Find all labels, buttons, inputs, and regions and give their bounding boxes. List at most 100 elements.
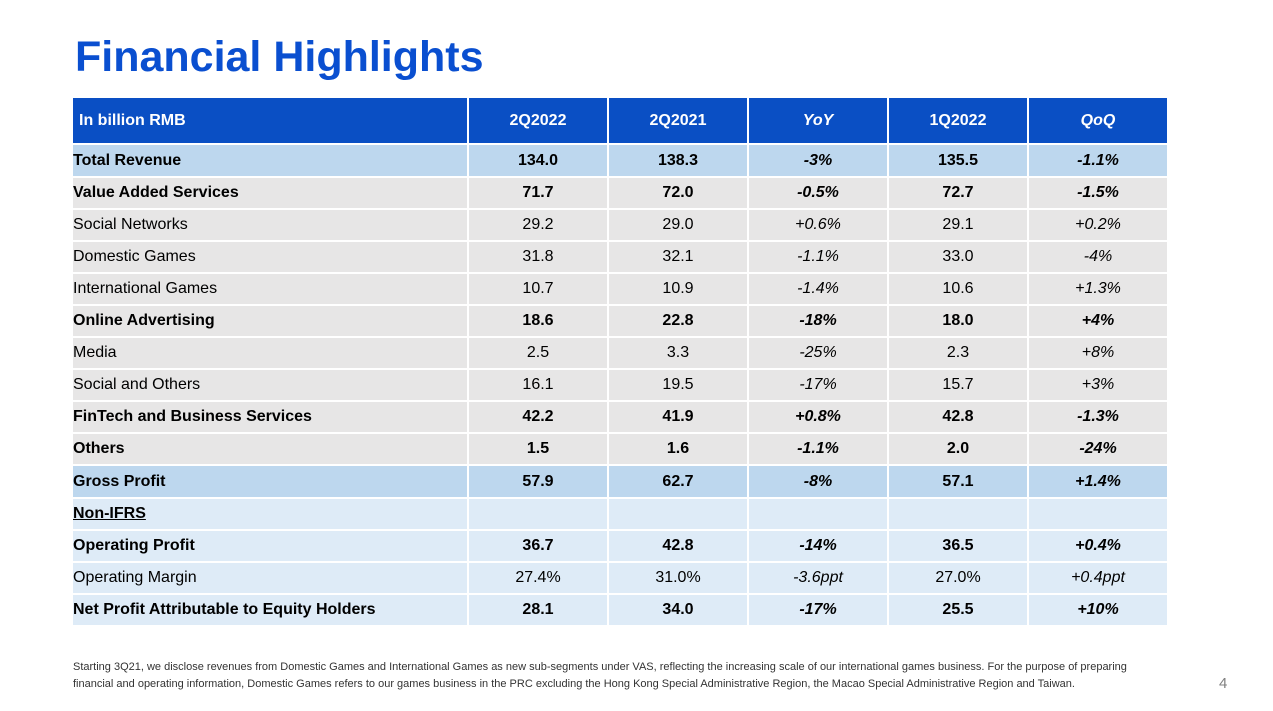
cell-qoq: +1.3% [1027, 272, 1169, 306]
row-international-games: International Games 10.7 10.9 -1.4% 10.6… [71, 272, 1169, 306]
cell-1q2022: 29.1 [887, 208, 1029, 242]
cell-2q2022: 57.9 [467, 464, 609, 499]
cell-yoy: -0.5% [747, 176, 889, 210]
cell-2q2021: 42.8 [607, 529, 749, 563]
cell-2q2022: 28.1 [467, 593, 609, 627]
cell-2q2022: 16.1 [467, 368, 609, 402]
row-net-profit: Net Profit Attributable to Equity Holder… [71, 593, 1169, 627]
cell-yoy: -3.6ppt [747, 561, 889, 595]
cell-2q2021: 138.3 [607, 143, 749, 178]
cell-1q2022: 42.8 [887, 400, 1029, 434]
non-ifrs-label: Non-IFRS [73, 505, 146, 522]
cell-2q2021: 31.0% [607, 561, 749, 595]
cell-yoy: -17% [747, 593, 889, 627]
cell-2q2022: 42.2 [467, 400, 609, 434]
row-media: Media 2.5 3.3 -25% 2.3 +8% [71, 336, 1169, 370]
cell-2q2022: 36.7 [467, 529, 609, 563]
row-social-networks: Social Networks 29.2 29.0 +0.6% 29.1 +0.… [71, 208, 1169, 242]
cell-2q2022: 18.6 [467, 304, 609, 338]
row-value-added-services: Value Added Services 71.7 72.0 -0.5% 72.… [71, 176, 1169, 210]
cell-empty [607, 497, 749, 531]
cell-2q2021: 19.5 [607, 368, 749, 402]
cell-qoq: -4% [1027, 240, 1169, 274]
cell-yoy: +0.6% [747, 208, 889, 242]
cell-yoy: -17% [747, 368, 889, 402]
header-qoq: QoQ [1027, 96, 1169, 145]
cell-yoy: -1.1% [747, 240, 889, 274]
page-number: 4 [1219, 675, 1228, 692]
row-label: Operating Margin [71, 561, 469, 595]
cell-1q2022: 2.3 [887, 336, 1029, 370]
cell-qoq: +0.4ppt [1027, 561, 1169, 595]
row-domestic-games: Domestic Games 31.8 32.1 -1.1% 33.0 -4% [71, 240, 1169, 274]
cell-yoy: -18% [747, 304, 889, 338]
cell-qoq: +0.2% [1027, 208, 1169, 242]
cell-2q2021: 3.3 [607, 336, 749, 370]
row-label: Gross Profit [71, 464, 469, 499]
row-label: Social Networks [71, 208, 469, 242]
row-label: Social and Others [71, 368, 469, 402]
page-title: Financial Highlights [75, 33, 484, 81]
cell-empty [1027, 497, 1169, 531]
cell-1q2022: 57.1 [887, 464, 1029, 499]
row-label: Value Added Services [71, 176, 469, 210]
financial-highlights-table: In billion RMB 2Q2022 2Q2021 YoY 1Q2022 … [71, 96, 1169, 627]
cell-yoy: -3% [747, 143, 889, 178]
cell-yoy: +0.8% [747, 400, 889, 434]
header-unit: In billion RMB [71, 96, 469, 145]
cell-2q2021: 62.7 [607, 464, 749, 499]
cell-qoq: -1.5% [1027, 176, 1169, 210]
table-header-row: In billion RMB 2Q2022 2Q2021 YoY 1Q2022 … [71, 96, 1169, 145]
cell-qoq: +0.4% [1027, 529, 1169, 563]
row-label: Others [71, 432, 469, 466]
cell-1q2022: 2.0 [887, 432, 1029, 466]
row-label: Online Advertising [71, 304, 469, 338]
cell-yoy: -1.1% [747, 432, 889, 466]
footnote-line-2: financial and operating information, Dom… [73, 678, 1075, 690]
cell-qoq: +8% [1027, 336, 1169, 370]
cell-2q2021: 72.0 [607, 176, 749, 210]
cell-2q2022: 2.5 [467, 336, 609, 370]
row-label: Media [71, 336, 469, 370]
row-label: Net Profit Attributable to Equity Holder… [71, 593, 469, 627]
cell-2q2022: 134.0 [467, 143, 609, 178]
header-2q2022: 2Q2022 [467, 96, 609, 145]
cell-2q2022: 71.7 [467, 176, 609, 210]
cell-qoq: +3% [1027, 368, 1169, 402]
row-operating-margin: Operating Margin 27.4% 31.0% -3.6ppt 27.… [71, 561, 1169, 595]
cell-1q2022: 18.0 [887, 304, 1029, 338]
cell-yoy: -25% [747, 336, 889, 370]
row-social-and-others: Social and Others 16.1 19.5 -17% 15.7 +3… [71, 368, 1169, 402]
cell-1q2022: 72.7 [887, 176, 1029, 210]
cell-yoy: -14% [747, 529, 889, 563]
cell-yoy: -8% [747, 464, 889, 499]
footnote: Starting 3Q21, we disclose revenues from… [73, 659, 1173, 693]
cell-2q2022: 1.5 [467, 432, 609, 466]
cell-qoq: +4% [1027, 304, 1169, 338]
cell-2q2022: 31.8 [467, 240, 609, 274]
header-1q2022: 1Q2022 [887, 96, 1029, 145]
cell-1q2022: 25.5 [887, 593, 1029, 627]
row-label: Operating Profit [71, 529, 469, 563]
cell-2q2022: 10.7 [467, 272, 609, 306]
cell-2q2022: 29.2 [467, 208, 609, 242]
cell-empty [747, 497, 889, 531]
header-yoy: YoY [747, 96, 889, 145]
cell-2q2021: 29.0 [607, 208, 749, 242]
cell-empty [887, 497, 1029, 531]
cell-qoq: -1.1% [1027, 143, 1169, 178]
row-label: Domestic Games [71, 240, 469, 274]
cell-1q2022: 33.0 [887, 240, 1029, 274]
row-label: Total Revenue [71, 143, 469, 178]
cell-1q2022: 36.5 [887, 529, 1029, 563]
cell-qoq: -24% [1027, 432, 1169, 466]
row-total-revenue: Total Revenue 134.0 138.3 -3% 135.5 -1.1… [71, 143, 1169, 178]
header-2q2021: 2Q2021 [607, 96, 749, 145]
cell-1q2022: 27.0% [887, 561, 1029, 595]
cell-qoq: +1.4% [1027, 464, 1169, 499]
cell-2q2021: 32.1 [607, 240, 749, 274]
footnote-line-1: Starting 3Q21, we disclose revenues from… [73, 661, 1127, 673]
cell-1q2022: 10.6 [887, 272, 1029, 306]
row-label: FinTech and Business Services [71, 400, 469, 434]
cell-2q2022: 27.4% [467, 561, 609, 595]
